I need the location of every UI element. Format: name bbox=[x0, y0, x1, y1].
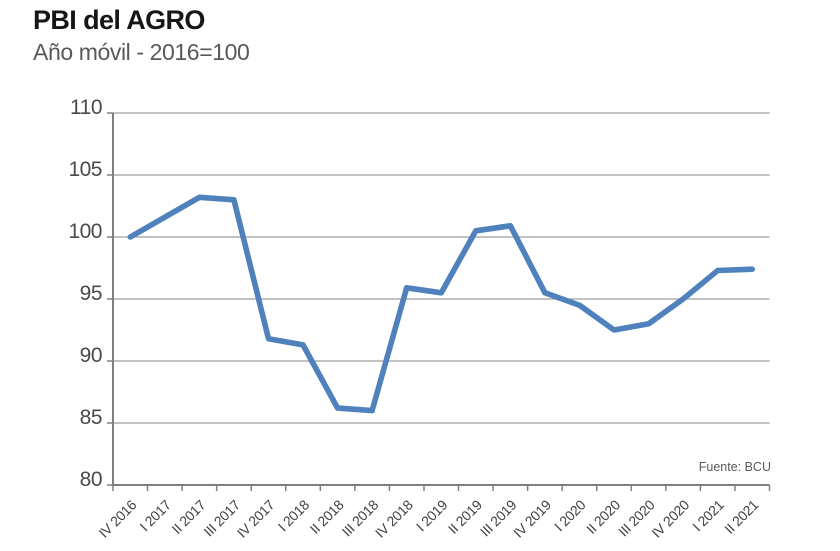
x-tick-label: I 2019 bbox=[413, 496, 451, 534]
y-tick-label: 95 bbox=[80, 282, 102, 305]
x-tick-label: II 2021 bbox=[721, 496, 761, 536]
source-note: Fuente: BCU bbox=[698, 460, 771, 474]
y-tick-label: 105 bbox=[68, 158, 102, 181]
y-tick-label: 85 bbox=[80, 406, 102, 429]
y-tick-label: 90 bbox=[80, 344, 102, 367]
x-tick-label: IV 2016 bbox=[95, 496, 139, 540]
x-tick-label: I 2017 bbox=[136, 496, 174, 534]
page-title: PBI del AGRO bbox=[33, 5, 205, 35]
y-tick-label: 100 bbox=[68, 220, 102, 243]
x-tick-label: I 2021 bbox=[689, 496, 727, 534]
x-tick-label: I 2020 bbox=[551, 496, 589, 534]
x-tick-label: IV 2020 bbox=[648, 496, 692, 540]
x-tick-label: I 2018 bbox=[275, 496, 313, 534]
y-tick-label: 80 bbox=[80, 468, 102, 491]
x-tick-label: IV 2019 bbox=[510, 496, 554, 540]
page-subtitle: Año móvil - 2016=100 bbox=[33, 39, 250, 65]
y-tick-label: 110 bbox=[70, 96, 102, 119]
data-line bbox=[127, 194, 756, 414]
x-tick-label: IV 2017 bbox=[234, 496, 278, 540]
x-tick-label: IV 2018 bbox=[372, 496, 416, 540]
